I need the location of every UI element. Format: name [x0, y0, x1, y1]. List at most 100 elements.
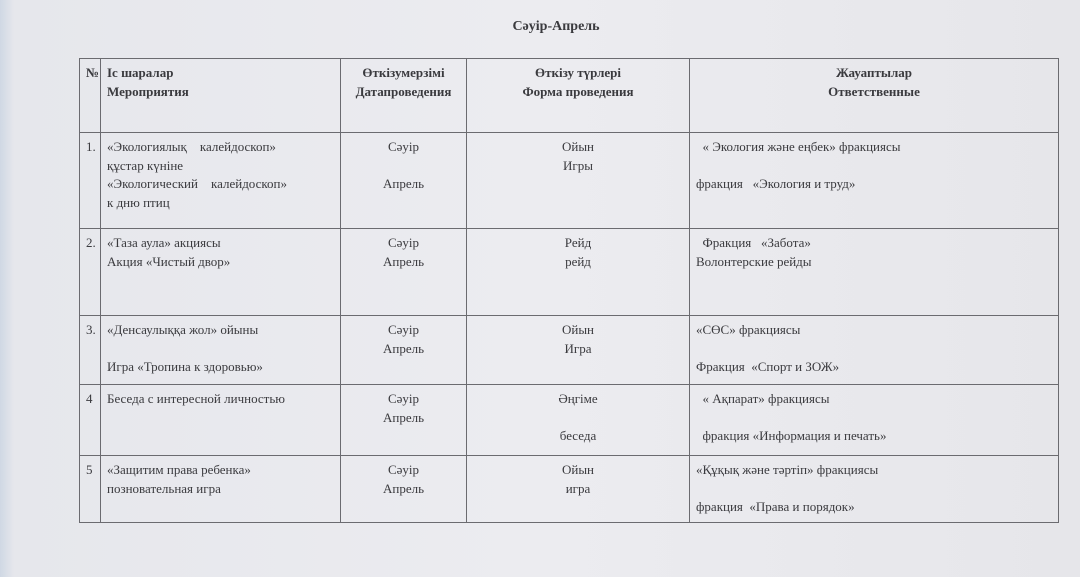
cell-line: Сәуір	[387, 391, 420, 406]
cell-line: Акция «Чистый двор»	[107, 253, 231, 269]
cell-line: Форма проведения	[522, 83, 634, 99]
cell-number: 5	[79, 455, 101, 523]
cell-line: Іс шаралар	[107, 65, 174, 80]
cell-line: 3.	[86, 322, 96, 337]
cell-line	[107, 340, 334, 359]
cell-responsible: «СӨС» фракциясы Фракция «Спорт и ЗОЖ»	[689, 315, 1059, 385]
cell-line: Сәуір	[387, 462, 420, 477]
cell-line: Сәуір	[387, 322, 420, 337]
cell-form: Ойын Игра	[466, 315, 690, 385]
cell-form: Ойын Игры	[466, 132, 690, 229]
header-row: № Іс шаралар Мероприятия Өткізумерзімі Датап…	[79, 58, 1059, 133]
cell-line: Апрель	[382, 409, 425, 425]
cell-line: Апрель	[382, 176, 425, 191]
cell-line: Ойын	[561, 462, 595, 477]
cell-line: 5	[86, 462, 93, 477]
table-row: 5 «Защитим права ребенка» позновательная и…	[79, 455, 1059, 523]
cell-number: 1.	[79, 132, 101, 229]
cell-line: Волонтерские рейды	[696, 253, 812, 269]
cell-form: Ойын игра	[466, 455, 690, 523]
cell-line: Ойын	[561, 322, 595, 337]
cell-responsible: «Құқық және тәртіп» фракциясы фракция «Пр…	[689, 455, 1059, 523]
cell-line: « Ақпарат» фракциясы	[696, 391, 830, 406]
cell-line: « Экология және еңбек» фракциясы	[696, 139, 901, 154]
cell-event: «Таза аула» акциясы Акция «Чистый двор»	[100, 228, 341, 316]
header-event: Іс шаралар Мероприятия	[100, 58, 341, 133]
cell-event: «Экологиялық калейдоскоп» құстар күніне «Э…	[100, 132, 341, 229]
cell-line: Фракция «Забота»	[696, 235, 811, 250]
cell-line: №	[86, 65, 100, 80]
table-row: 4 Беседа с интересной личностью Сәуір Апрел…	[79, 384, 1059, 456]
cell-line: фракция «Права и порядок»	[696, 499, 855, 514]
table-row: 2. «Таза аула» акциясы Акция «Чистый двор»…	[79, 228, 1059, 316]
cell-line: Рейд	[564, 235, 592, 250]
cell-number: 4	[79, 384, 101, 456]
cell-number: 3.	[79, 315, 101, 385]
cell-date: Сәуір Апрель	[340, 315, 467, 385]
cell-line: Фракция «Спорт и ЗОЖ»	[696, 359, 840, 374]
cell-line: беседа	[559, 428, 597, 443]
cell-line: Апрель	[382, 480, 425, 496]
cell-date: Сәуір Апрель	[340, 132, 467, 229]
cell-line: к дню птиц	[107, 194, 170, 210]
cell-line: «Құқық және тәртіп» фракциясы	[696, 462, 879, 477]
cell-line: 4	[86, 391, 93, 406]
cell-line: Сәуір	[387, 139, 420, 154]
cell-responsible: « Ақпарат» фракциясы фракция «Информация…	[689, 384, 1059, 456]
events-table: № Іс шаралар Мероприятия Өткізумерзімі Датап…	[79, 58, 1059, 523]
cell-line: 2.	[86, 235, 96, 250]
cell-line: Беседа с интересной личностью	[107, 391, 285, 406]
cell-line: рейд	[565, 253, 591, 269]
header-responsible: Жауаптылар Ответственные	[689, 58, 1059, 133]
header-form: Өткізу түрлері Форма проведения	[466, 58, 690, 133]
cell-responsible: Фракция «Забота» Волонтерские рейды	[689, 228, 1059, 316]
header-number: №	[79, 58, 101, 133]
page-title: Сәуір-Апрель	[512, 19, 600, 34]
cell-line: фракция «Экология и труд»	[696, 176, 856, 191]
cell-responsible: « Экология және еңбек» фракциясы фракция …	[689, 132, 1059, 229]
cell-date: Сәуір Апрель	[340, 384, 467, 456]
cell-date: Сәуір Апрель	[340, 228, 467, 316]
cell-form: Әңгіме беседа	[466, 384, 690, 456]
cell-line: Ойын	[561, 139, 595, 154]
cell-line: Өткізумерзімі	[362, 65, 445, 80]
cell-line: Игры	[563, 157, 593, 173]
header-date: Өткізумерзімі Датапроведения	[340, 58, 467, 133]
cell-line	[696, 340, 1052, 359]
cell-line: Датапроведения	[355, 83, 452, 99]
cell-line: Жауаптылар	[835, 65, 913, 80]
cell-line: «Экологический калейдоскоп»	[107, 176, 288, 191]
cell-line: «Таза аула» акциясы	[107, 235, 221, 250]
cell-event: «Денсаулыққа жол» ойыны Игра «Тропина к з…	[100, 315, 341, 385]
cell-line: фракция «Информация и печать»	[696, 428, 887, 443]
cell-number: 2.	[79, 228, 101, 316]
cell-line: Апрель	[382, 340, 425, 356]
cell-line: «Денсаулыққа жол» ойыны	[107, 322, 259, 337]
table-row: 1. «Экологиялық калейдоскоп» құстар күніне…	[79, 132, 1059, 229]
cell-line: Әңгіме	[558, 391, 598, 406]
cell-line	[696, 409, 1052, 428]
cell-line: Апрель	[382, 253, 425, 269]
cell-form: Рейд рейд	[466, 228, 690, 316]
cell-line: 1.	[86, 139, 96, 154]
cell-line: құстар күніне	[107, 157, 184, 173]
cell-event: Беседа с интересной личностью	[100, 384, 341, 456]
cell-line: «Защитим права ребенка»	[107, 462, 251, 477]
cell-line	[696, 480, 1052, 499]
cell-line: Ответственные	[828, 83, 920, 99]
cell-line: позновательная игра	[107, 480, 221, 496]
cell-line	[473, 409, 683, 428]
cell-event: «Защитим права ребенка» позновательная иг…	[100, 455, 341, 523]
cell-line: игра	[565, 480, 591, 496]
cell-line: Өткізу түрлері	[535, 65, 621, 80]
cell-line: Мероприятия	[107, 83, 189, 99]
cell-line: Игра «Тропина к здоровью»	[107, 359, 263, 374]
cell-line: «Экологиялық калейдоскоп»	[107, 139, 276, 154]
cell-line: «СӨС» фракциясы	[696, 322, 801, 337]
cell-line: Сәуір	[387, 235, 420, 250]
table-row: 3. «Денсаулыққа жол» ойыны Игра «Тропина к…	[79, 315, 1059, 385]
cell-line	[696, 157, 1052, 176]
cell-line: Игра	[564, 340, 592, 356]
cell-date: Сәуір Апрель	[340, 455, 467, 523]
cell-line	[347, 157, 460, 176]
